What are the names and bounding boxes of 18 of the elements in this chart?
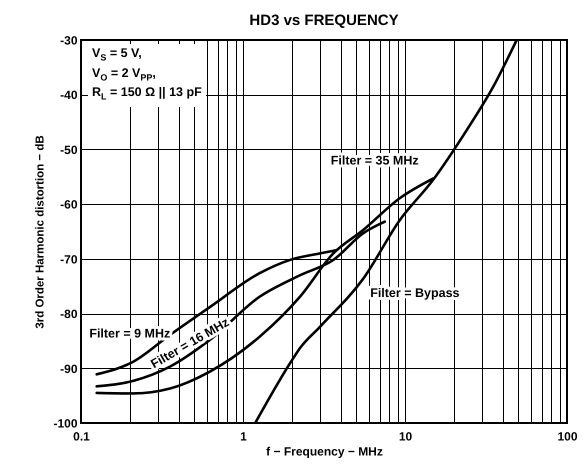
y-tick-label: -90 — [60, 362, 78, 376]
y-tick-label: -100 — [53, 416, 78, 430]
annotation: V$_{O}$ = 2 V$_{PP}$, — [92, 66, 157, 84]
x-tick-label: 1 — [240, 430, 248, 444]
y-tick-label: -40 — [60, 88, 78, 102]
annotation: R$_{L}$ = 150 Ω || 13 pF — [92, 85, 202, 104]
y-tick-label: -50 — [60, 142, 78, 157]
x-tick-label: 0.1 — [73, 430, 90, 444]
x-axis-title: f − Frequency − MHz — [266, 444, 383, 458]
y-tick-label: -60 — [60, 198, 78, 212]
annotation: V$_{S}$ = 5 V, — [92, 46, 143, 64]
y-axis-title: 3rd Order Harmonic distortion − dB — [34, 135, 46, 329]
y-tick-label: -30 — [60, 34, 78, 48]
y-tick-label: -80 — [60, 307, 78, 322]
chart-title: HD3 vs FREQUENCY — [249, 12, 399, 29]
x-tick-label: 10 — [398, 430, 412, 444]
x-tick-label: 100 — [557, 430, 578, 444]
y-tick-label: -70 — [60, 252, 78, 266]
